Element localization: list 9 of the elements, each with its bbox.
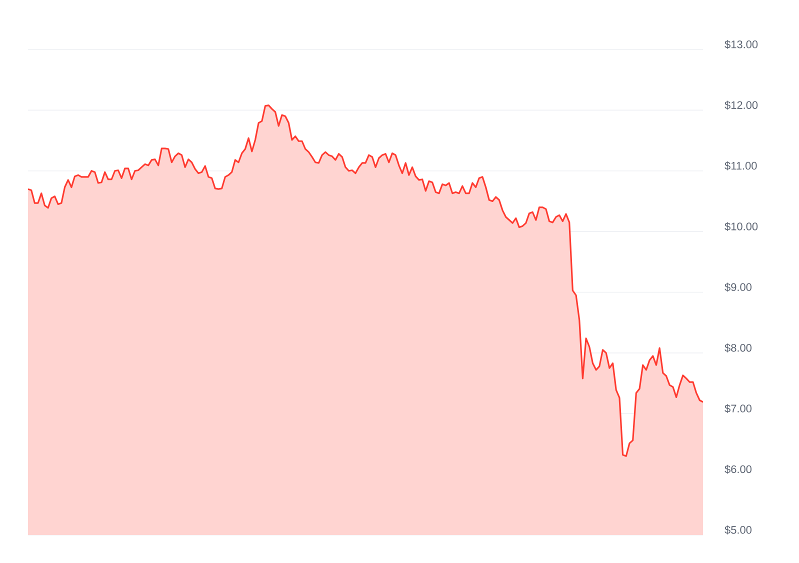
y-tick-label: $7.00	[724, 404, 752, 414]
y-tick-label: $11.00	[724, 161, 757, 170]
y-tick-label: $12.00	[724, 100, 758, 110]
y-tick-label: $9.00	[724, 282, 752, 292]
y-tick-label: $5.00	[724, 526, 752, 534]
y-tick-label: $13.00	[724, 40, 758, 49]
y-tick-label: $6.00	[724, 464, 752, 474]
y-tick-label: $8.00	[724, 343, 752, 352]
y-tick-label: $10.00	[724, 222, 758, 231]
